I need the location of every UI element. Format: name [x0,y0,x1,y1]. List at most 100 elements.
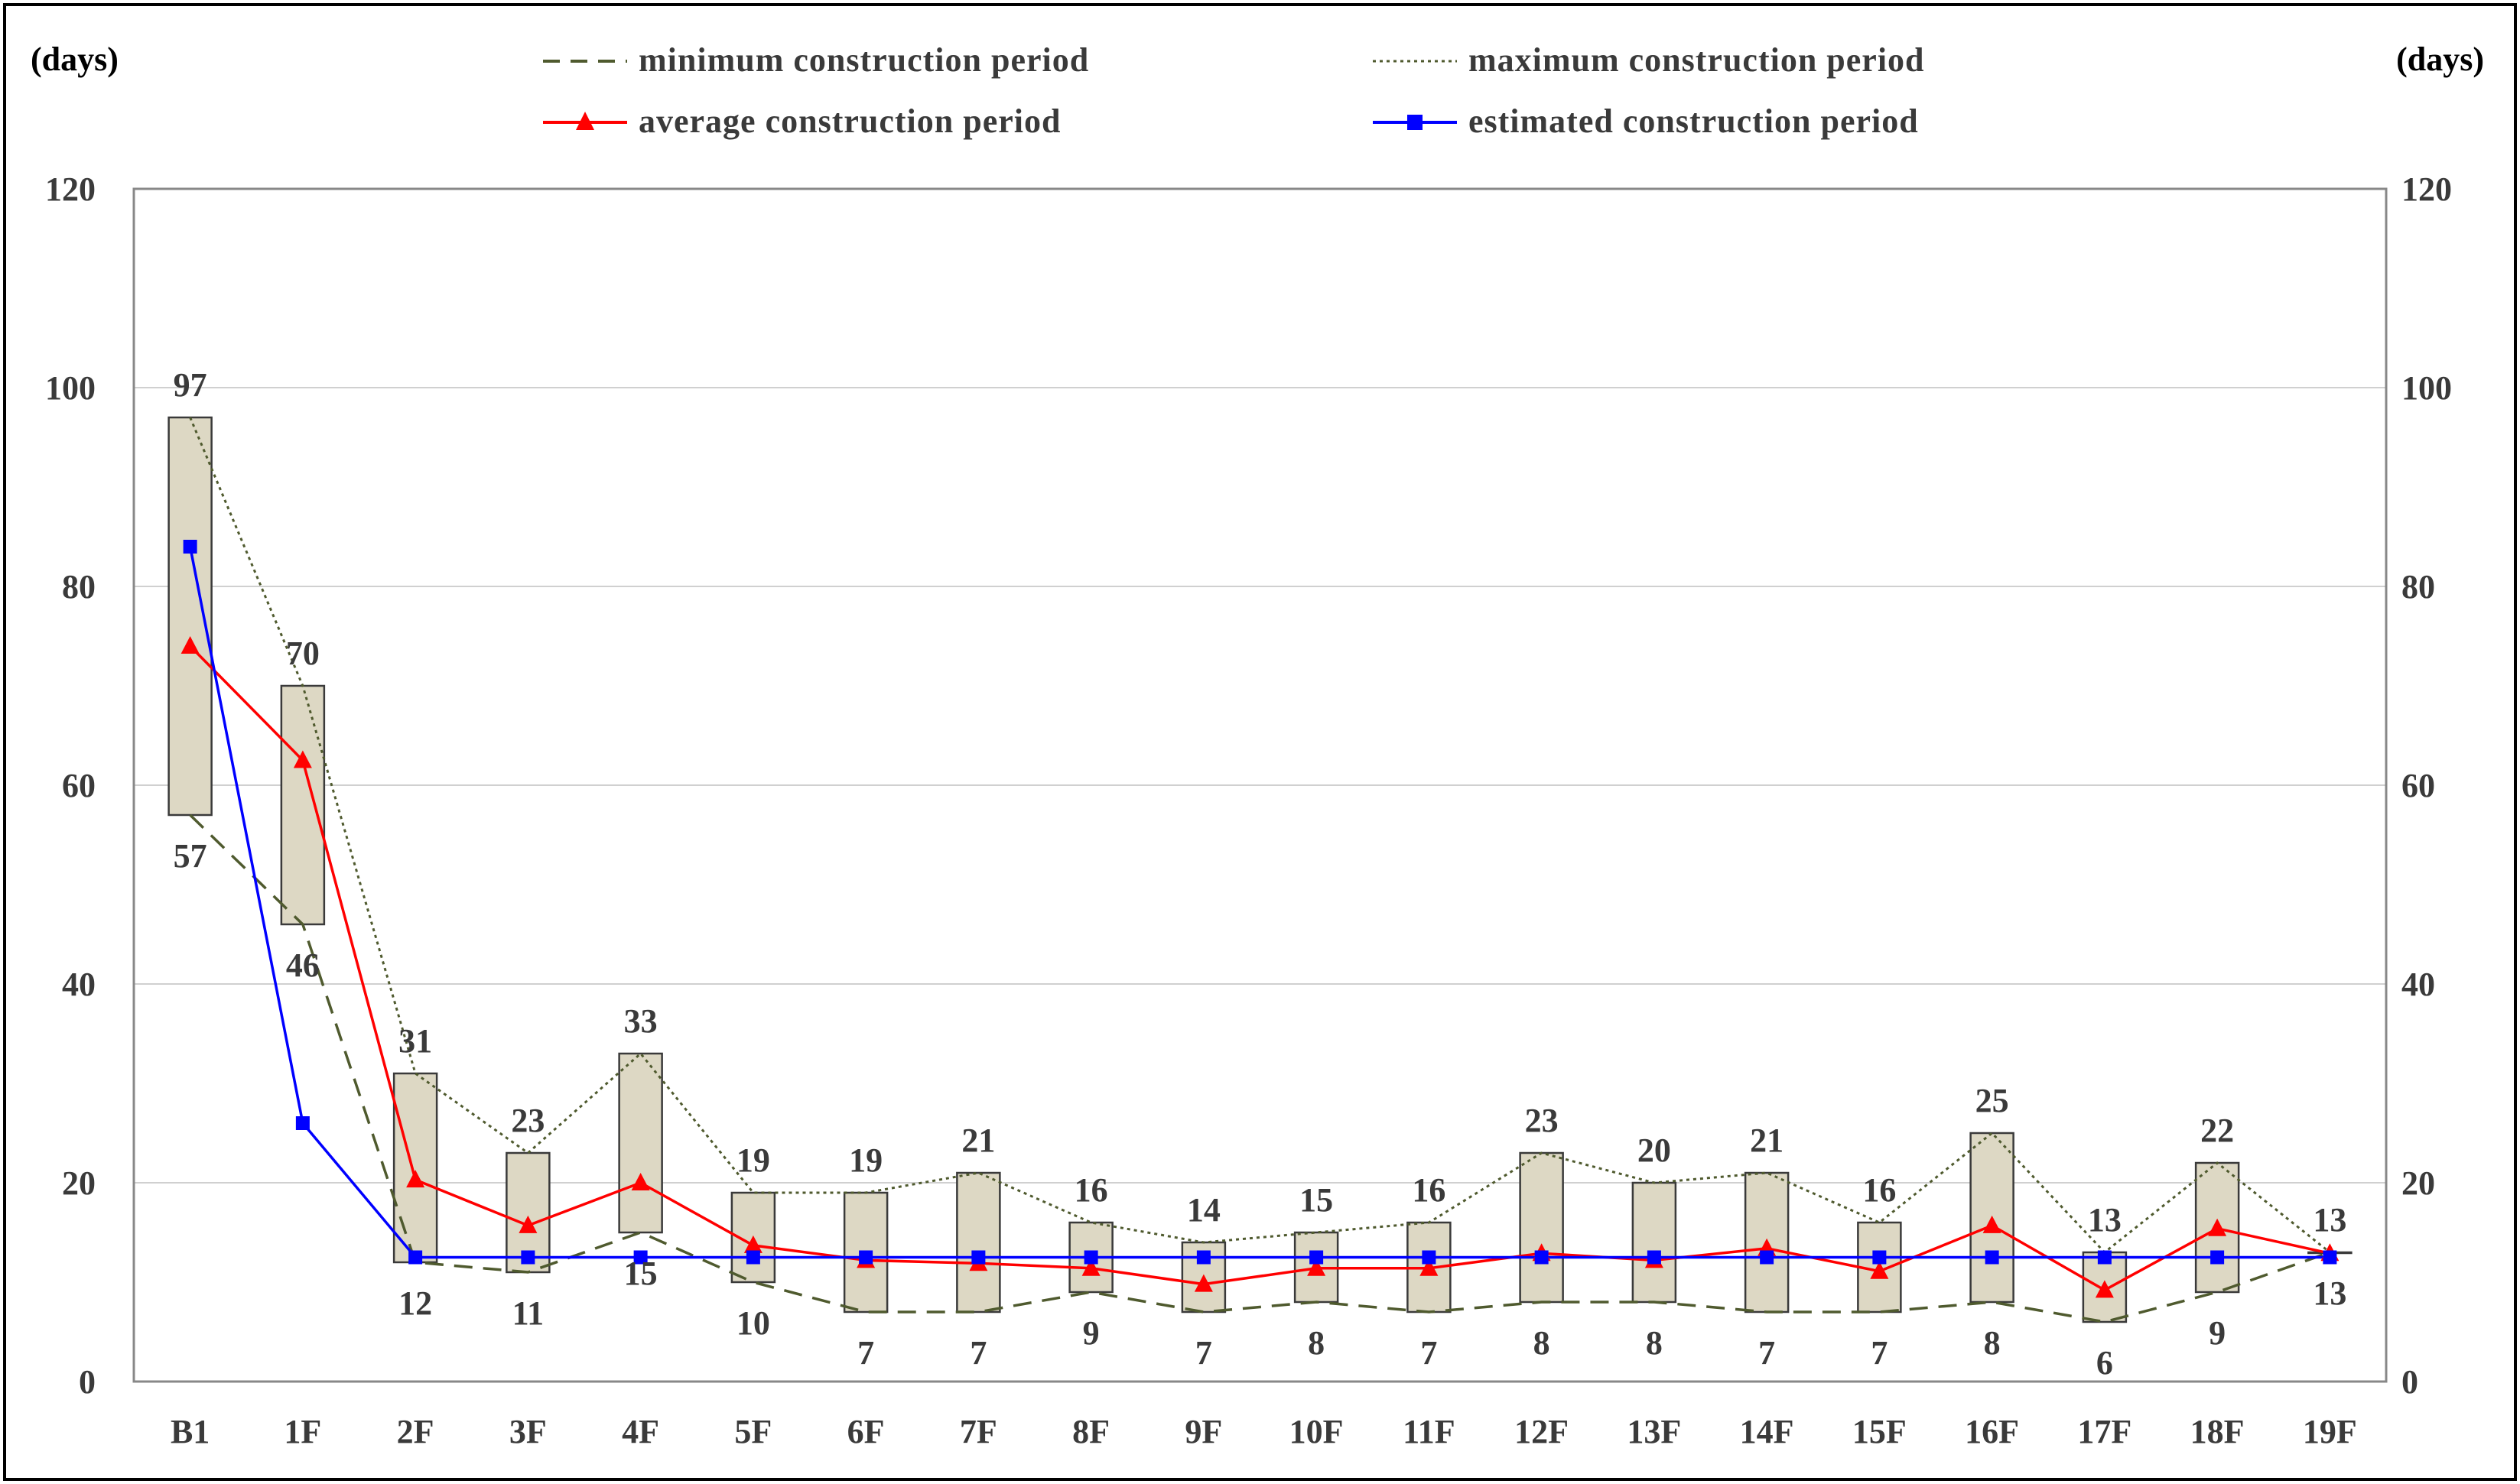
series-line-minimum [189,813,2330,1323]
marker-average-B1 [180,636,200,654]
series-lines [188,417,2331,1323]
max-label-15F: 16 [1862,1171,1896,1209]
max-label-5F: 19 [736,1141,770,1179]
x-tick-8F: 8F [1072,1413,1110,1450]
marker-estimated-3F [521,1250,535,1265]
x-tick-18F: 18F [2190,1413,2245,1450]
min-label-14F: 7 [1758,1334,1775,1372]
range-bar-1F [280,684,326,926]
max-label-3F: 23 [511,1102,545,1139]
marker-average-18F [2208,1218,2227,1236]
marker-estimated-10F [1309,1250,1324,1265]
marker-average-5F [743,1235,763,1253]
y-tick-left-120: 120 [45,170,96,208]
x-tick-13F: 13F [1627,1413,1681,1450]
min-label-6F: 7 [857,1334,874,1372]
marker-estimated-11F [1422,1250,1436,1265]
min-label-16F: 8 [1984,1324,2001,1362]
marker-estimated-9F [1196,1250,1211,1265]
range-bar-4F [618,1052,663,1234]
x-tick-2F: 2F [397,1413,434,1450]
x-tick-16F: 16F [1965,1413,2019,1450]
marker-estimated-1F [295,1116,310,1130]
range-bar-2F [392,1072,438,1264]
min-label-19F: 13 [2313,1275,2346,1312]
min-label-15F: 7 [1871,1334,1888,1372]
marker-average-4F [631,1173,650,1190]
min-label-1F: 46 [286,947,320,984]
marker-average-2F [406,1170,425,1188]
marker-average-11F [1419,1258,1439,1276]
marker-estimated-18F [2210,1250,2225,1265]
x-tick-14F: 14F [1740,1413,1794,1450]
max-label-17F: 13 [2088,1201,2122,1239]
marker-average-1F [293,750,312,768]
max-label-6F: 19 [849,1141,883,1179]
min-label-4F: 15 [624,1255,658,1292]
marker-average-17F [2095,1280,2114,1298]
data-labels: 9757704631122311331519101972171691471581… [174,366,2347,1382]
marker-estimated-7F [971,1250,986,1265]
y-tick-left-100: 100 [45,369,96,407]
y-tick-right-60: 60 [2401,767,2435,804]
marker-average-3F [519,1215,538,1233]
max-label-8F: 16 [1075,1171,1108,1209]
x-tick-B1: B1 [171,1413,210,1450]
legend-label-average: average construction period [639,102,1061,140]
marker-average-15F [1870,1261,1889,1279]
y-tick-right-20: 20 [2401,1164,2435,1202]
axis-ticks: 0 0 20 20 40 40 60 60 80 80 100 100 120 120 B1 1F 2F 3F 4F… [45,170,2452,1450]
x-tick-7F: 7F [960,1413,997,1450]
x-tick-4F: 4F [622,1413,659,1450]
x-tick-15F: 15F [1852,1413,1907,1450]
y-tick-left-20: 20 [62,1164,96,1202]
min-label-10F: 8 [1308,1324,1325,1362]
series-line-average [189,645,2330,1292]
min-label-3F: 11 [512,1294,545,1332]
min-label-11F: 7 [1420,1334,1437,1372]
marker-estimated-12F [1534,1250,1549,1265]
x-tick-10F: 10F [1289,1413,1344,1450]
legend-label-minimum: minimum construction period [639,41,1089,79]
min-label-B1: 57 [174,837,207,875]
marker-estimated-17F [2097,1250,2112,1265]
y-tick-left-0: 0 [79,1363,96,1401]
range-bar-7F [956,1171,1001,1314]
marker-estimated-2F [408,1250,423,1265]
x-tick-12F: 12F [1514,1413,1569,1450]
left-unit-label: (days) [31,41,119,78]
y-tick-right-120: 120 [2401,170,2452,208]
max-label-16F: 25 [1975,1082,2009,1119]
legend-item-minimum: minimum construction period [543,41,1089,79]
y-tick-right-80: 80 [2401,568,2435,606]
marker-average-10F [1307,1258,1326,1276]
marker-estimated-19F [2323,1250,2337,1265]
y-tick-left-40: 40 [62,966,96,1003]
legend-marker-average [576,112,594,130]
min-label-7F: 7 [970,1334,987,1372]
max-label-18F: 22 [2200,1112,2234,1149]
max-label-10F: 15 [1299,1181,1333,1219]
y-tick-left-60: 60 [62,767,96,804]
right-unit-label: (days) [2396,41,2484,78]
max-label-B1: 97 [174,366,207,404]
x-tick-17F: 17F [2077,1413,2131,1450]
x-tick-9F: 9F [1185,1413,1222,1450]
y-tick-right-0: 0 [2401,1363,2418,1401]
legend-label-maximum: maximum construction period [1468,41,1925,79]
legend-item-average: average construction period [543,102,1061,140]
marker-estimated-15F [1872,1250,1887,1265]
marker-estimated-5F [746,1250,760,1265]
x-tick-11F: 11F [1403,1413,1455,1450]
max-label-7F: 21 [961,1122,995,1159]
plot-area-border [132,187,2388,1383]
max-label-1F: 70 [286,635,320,672]
legend: minimum construction period maximum cons… [543,41,1925,140]
series-line-maximum [189,417,2331,1255]
series-line-estimated [188,546,2330,1259]
range-bar-B1 [167,416,213,817]
y-tick-left-80: 80 [62,568,96,606]
marker-estimated-13F [1647,1250,1661,1265]
